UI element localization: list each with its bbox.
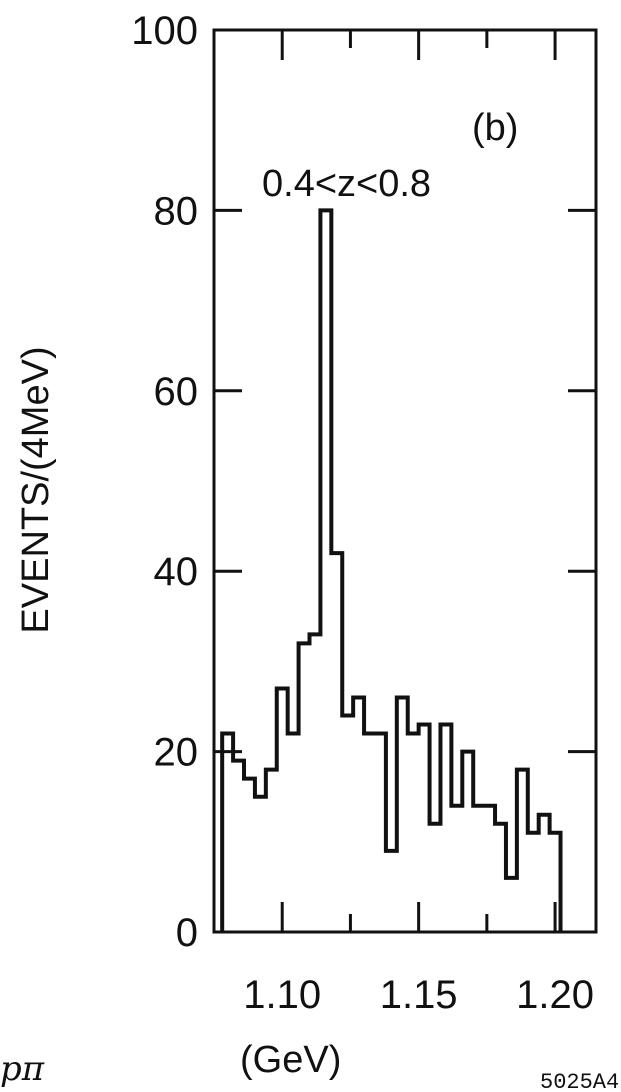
histogram-bin xyxy=(528,833,539,932)
y-tick-label: 20 xyxy=(154,731,199,775)
histogram-bin xyxy=(364,734,375,932)
histogram-bin xyxy=(299,643,310,932)
histogram-bin xyxy=(517,770,528,932)
histogram-bin xyxy=(473,806,484,932)
histogram-step-line xyxy=(220,208,563,932)
x-tick-label: 1.10 xyxy=(243,973,321,1017)
corner-fragment: pπ xyxy=(0,1049,45,1089)
y-tick-label: 60 xyxy=(154,370,199,414)
histogram-bin xyxy=(495,824,506,932)
histogram-bin xyxy=(222,734,233,932)
histogram-bin xyxy=(484,806,495,932)
histogram-bin xyxy=(408,734,419,932)
histogram-bin xyxy=(288,734,299,932)
histogram-bin xyxy=(353,697,364,932)
histogram-bin xyxy=(233,761,244,932)
histogram-bin xyxy=(342,716,353,932)
histogram-bin xyxy=(451,806,462,932)
x-axis-label: (GeV) xyxy=(240,1039,341,1081)
plot-frame xyxy=(212,28,598,934)
y-tick-label: 40 xyxy=(154,550,199,594)
y-axis-label: EVENTS/(4MeV) xyxy=(15,346,57,633)
histogram-bin xyxy=(375,734,386,932)
panel-label: (b) xyxy=(472,107,518,149)
x-tick-label: 1.20 xyxy=(516,973,594,1017)
annotation-z-range: 0.4<z<0.8 xyxy=(262,163,431,205)
y-tick-label: 100 xyxy=(131,9,198,53)
histogram-bin xyxy=(255,797,266,932)
histogram-bin xyxy=(430,824,441,932)
histogram-bin xyxy=(397,697,408,932)
histogram-bin xyxy=(440,725,451,932)
histogram-bin xyxy=(266,770,277,932)
histogram-bin xyxy=(310,634,321,932)
histogram-bin xyxy=(419,725,430,932)
histogram-bin xyxy=(320,210,331,932)
histogram-bin xyxy=(539,815,550,932)
x-tick-label: 1.15 xyxy=(380,973,458,1017)
histogram-bin xyxy=(277,688,288,932)
histogram-bin xyxy=(506,878,517,932)
histogram-bin xyxy=(550,833,561,932)
y-tick-label: 80 xyxy=(154,189,199,233)
histogram-bin xyxy=(331,553,342,932)
histogram-bin xyxy=(244,779,255,932)
y-tick-label: 0 xyxy=(176,911,198,955)
figure-tag: 5025A4 xyxy=(540,1070,619,1092)
histogram-bin xyxy=(462,752,473,932)
histogram-bin xyxy=(386,851,397,932)
